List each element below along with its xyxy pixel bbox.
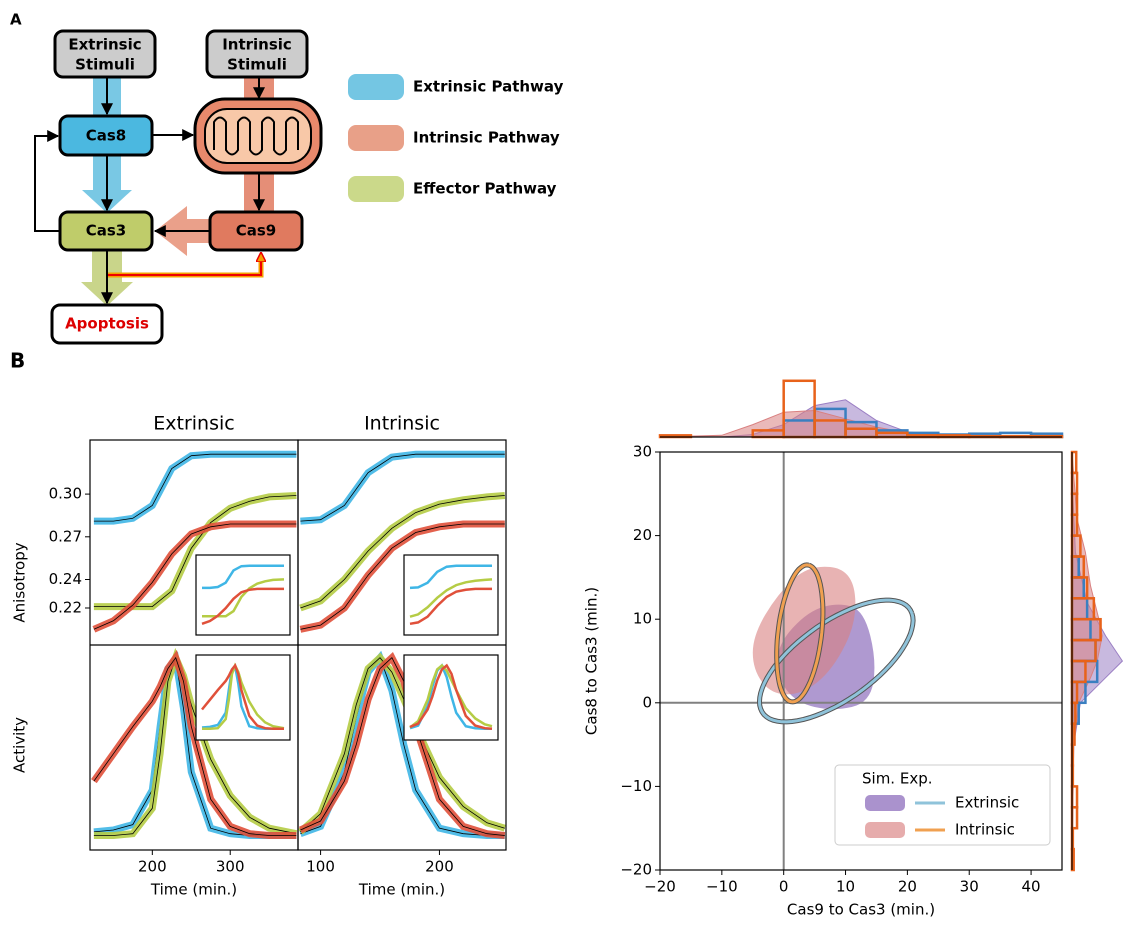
- right-hist-bar: [1072, 452, 1076, 473]
- y-axis-label: Anisotropy: [11, 542, 29, 622]
- x-tick-label: 30: [960, 878, 979, 896]
- node-label: Stimuli: [227, 56, 287, 74]
- right-hist-bar: [1072, 786, 1077, 807]
- node-label: Intrinsic: [222, 36, 292, 54]
- node-label: Stimuli: [75, 56, 135, 74]
- y-axis-label: Cas8 to Cas3 (min.): [583, 587, 601, 735]
- x-tick-label: 0: [779, 878, 789, 896]
- panel-title: Intrinsic: [364, 413, 440, 435]
- x-tick-label: 20: [898, 878, 917, 896]
- x-tick-label: 10: [836, 878, 855, 896]
- legend-label: Effector Pathway: [413, 180, 557, 198]
- legend-sim-swatch: [865, 795, 905, 811]
- x-tick-label: 200: [425, 858, 454, 876]
- panel-a: A Extrinsic Stimuli Intrinsic Stimuli Ca…: [10, 11, 564, 344]
- x-axis-label: Cas9 to Cas3 (min.): [787, 901, 935, 919]
- x-tick-label: −10: [706, 878, 738, 896]
- x-axis-label: Time (min.): [358, 881, 445, 899]
- feedback: [108, 255, 261, 275]
- legend-label: Extrinsic Pathway: [413, 78, 564, 96]
- y-tick-label: 20: [633, 526, 652, 544]
- x-tick-label: 40: [1022, 878, 1041, 896]
- node-label: Apoptosis: [65, 315, 149, 333]
- legend-swatch: [348, 74, 404, 100]
- node-label: Cas3: [86, 222, 127, 240]
- y-tick-label: 0.24: [49, 570, 82, 588]
- curve-band: [300, 454, 504, 521]
- legend: Extrinsic Pathway Intrinsic Pathway Effect…: [348, 74, 564, 202]
- y-tick-label: 30: [633, 443, 652, 461]
- panel-label: A: [10, 11, 22, 29]
- legend-label: Intrinsic: [955, 821, 1015, 839]
- panel-label: B: [10, 349, 25, 373]
- y-tick-label: 0: [642, 693, 652, 711]
- legend-swatch: [348, 125, 404, 151]
- curve-band: [94, 454, 297, 521]
- y-axis-label: Activity: [11, 717, 29, 773]
- legend-swatch: [348, 176, 404, 202]
- legend-title: Sim. Exp.: [862, 770, 932, 788]
- y-tick-label: 10: [633, 610, 652, 628]
- x-tick-label: −20: [644, 878, 676, 896]
- x-tick-label: 100: [306, 858, 335, 876]
- curve: [94, 454, 297, 521]
- node-label: Cas9: [236, 222, 277, 240]
- y-tick-label: −20: [620, 861, 652, 879]
- x-axis-label: Time (min.): [150, 881, 237, 899]
- right-hist-bar: [1072, 807, 1077, 828]
- x-tick-label: 200: [138, 858, 167, 876]
- panel-title: Extrinsic: [153, 413, 234, 435]
- figure: A Extrinsic Stimuli Intrinsic Stimuli Ca…: [0, 0, 1135, 928]
- y-tick-label: −10: [620, 777, 652, 795]
- feedback: [108, 254, 261, 275]
- legend-sim-swatch: [865, 822, 905, 838]
- node-label: Extrinsic: [68, 36, 141, 54]
- x-tick-label: 300: [216, 858, 245, 876]
- y-tick-label: 0.27: [49, 527, 82, 545]
- legend-label: Intrinsic Pathway: [413, 129, 560, 147]
- y-tick-label: 0.30: [49, 485, 82, 503]
- y-tick-label: 0.22: [49, 598, 82, 616]
- node-label: Cas8: [86, 127, 127, 145]
- legend-label: Extrinsic: [955, 794, 1019, 812]
